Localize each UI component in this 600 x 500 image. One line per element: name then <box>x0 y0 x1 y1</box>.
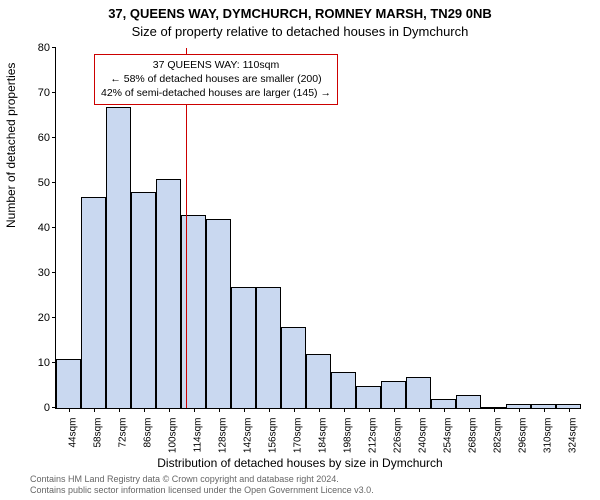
x-tick-mark <box>369 408 370 412</box>
footer-attribution: Contains HM Land Registry data © Crown c… <box>30 474 374 496</box>
y-tick-label: 70 <box>20 87 56 99</box>
x-tick-label: 170sqm <box>292 418 303 454</box>
x-tick-mark <box>219 408 220 412</box>
x-tick-mark <box>94 408 95 412</box>
histogram-bar <box>156 179 181 409</box>
histogram-bar <box>231 287 256 409</box>
y-tick-mark <box>52 272 56 273</box>
y-tick-mark <box>52 407 56 408</box>
x-tick-mark <box>419 408 420 412</box>
x-tick-mark <box>269 408 270 412</box>
x-tick-mark <box>119 408 120 412</box>
chart-title-address: 37, QUEENS WAY, DYMCHURCH, ROMNEY MARSH,… <box>0 6 600 21</box>
x-tick-mark <box>344 408 345 412</box>
x-tick-label: 212sqm <box>367 418 378 454</box>
annotation-line3: 42% of semi-detached houses are larger (… <box>101 86 331 100</box>
chart-container: 37, QUEENS WAY, DYMCHURCH, ROMNEY MARSH,… <box>0 0 600 500</box>
x-tick-label: 240sqm <box>417 418 428 454</box>
x-tick-label: 156sqm <box>267 418 278 454</box>
x-tick-mark <box>569 408 570 412</box>
x-tick-label: 114sqm <box>192 418 203 453</box>
y-tick-mark <box>52 182 56 183</box>
y-tick-label: 80 <box>20 42 56 54</box>
x-axis-label: Distribution of detached houses by size … <box>0 456 600 470</box>
histogram-bar <box>331 372 356 408</box>
x-tick-mark <box>319 408 320 412</box>
y-tick-mark <box>52 137 56 138</box>
x-tick-label: 324sqm <box>567 418 578 454</box>
y-tick-label: 50 <box>20 177 56 189</box>
x-tick-label: 100sqm <box>167 418 178 454</box>
y-tick-label: 0 <box>20 402 56 414</box>
x-tick-label: 44sqm <box>67 418 78 448</box>
x-tick-label: 282sqm <box>492 418 503 454</box>
histogram-bar <box>56 359 81 409</box>
y-tick-label: 30 <box>20 267 56 279</box>
x-tick-mark <box>494 408 495 412</box>
x-tick-mark <box>69 408 70 412</box>
y-tick-label: 60 <box>20 132 56 144</box>
x-tick-label: 310sqm <box>542 418 553 454</box>
x-tick-mark <box>169 408 170 412</box>
x-tick-label: 268sqm <box>467 418 478 454</box>
x-tick-label: 142sqm <box>242 418 253 454</box>
y-tick-label: 10 <box>20 357 56 369</box>
histogram-bar <box>431 399 456 408</box>
y-tick-mark <box>52 227 56 228</box>
annotation-line2: ← 58% of detached houses are smaller (20… <box>101 72 331 86</box>
y-tick-mark <box>52 362 56 363</box>
histogram-bar <box>206 219 231 408</box>
histogram-bar <box>281 327 306 408</box>
histogram-bar <box>256 287 281 409</box>
x-tick-mark <box>469 408 470 412</box>
histogram-bar <box>381 381 406 408</box>
histogram-bar <box>406 377 431 409</box>
x-tick-label: 58sqm <box>92 418 103 448</box>
y-tick-mark <box>52 92 56 93</box>
y-tick-label: 20 <box>20 312 56 324</box>
y-tick-label: 40 <box>20 222 56 234</box>
annotation-box: 37 QUEENS WAY: 110sqm ← 58% of detached … <box>94 54 338 105</box>
x-tick-mark <box>544 408 545 412</box>
x-tick-label: 296sqm <box>517 418 528 454</box>
histogram-bar <box>356 386 381 409</box>
x-tick-label: 86sqm <box>142 418 153 448</box>
y-tick-mark <box>52 47 56 48</box>
x-tick-mark <box>194 408 195 412</box>
y-tick-mark <box>52 317 56 318</box>
y-axis-label: Number of detached properties <box>4 63 18 228</box>
annotation-line1: 37 QUEENS WAY: 110sqm <box>101 58 331 72</box>
x-tick-mark <box>394 408 395 412</box>
footer-line1: Contains HM Land Registry data © Crown c… <box>30 474 374 485</box>
x-tick-mark <box>294 408 295 412</box>
histogram-bar <box>306 354 331 408</box>
x-tick-label: 198sqm <box>342 418 353 454</box>
x-tick-label: 72sqm <box>117 418 128 448</box>
chart-subtitle: Size of property relative to detached ho… <box>0 24 600 39</box>
histogram-bar <box>106 107 131 409</box>
x-tick-mark <box>244 408 245 412</box>
x-tick-label: 184sqm <box>317 418 328 454</box>
footer-line2: Contains public sector information licen… <box>30 485 374 496</box>
x-tick-mark <box>144 408 145 412</box>
histogram-bar <box>181 215 206 409</box>
plot-area: 01020304050607080 44sqm58sqm72sqm86sqm10… <box>55 48 581 409</box>
x-tick-mark <box>444 408 445 412</box>
histogram-bar <box>456 395 481 409</box>
histogram-bar <box>81 197 106 409</box>
x-tick-mark <box>519 408 520 412</box>
histogram-bar <box>131 192 156 408</box>
x-tick-label: 128sqm <box>217 418 228 454</box>
x-tick-label: 254sqm <box>442 418 453 454</box>
x-tick-label: 226sqm <box>392 418 403 454</box>
